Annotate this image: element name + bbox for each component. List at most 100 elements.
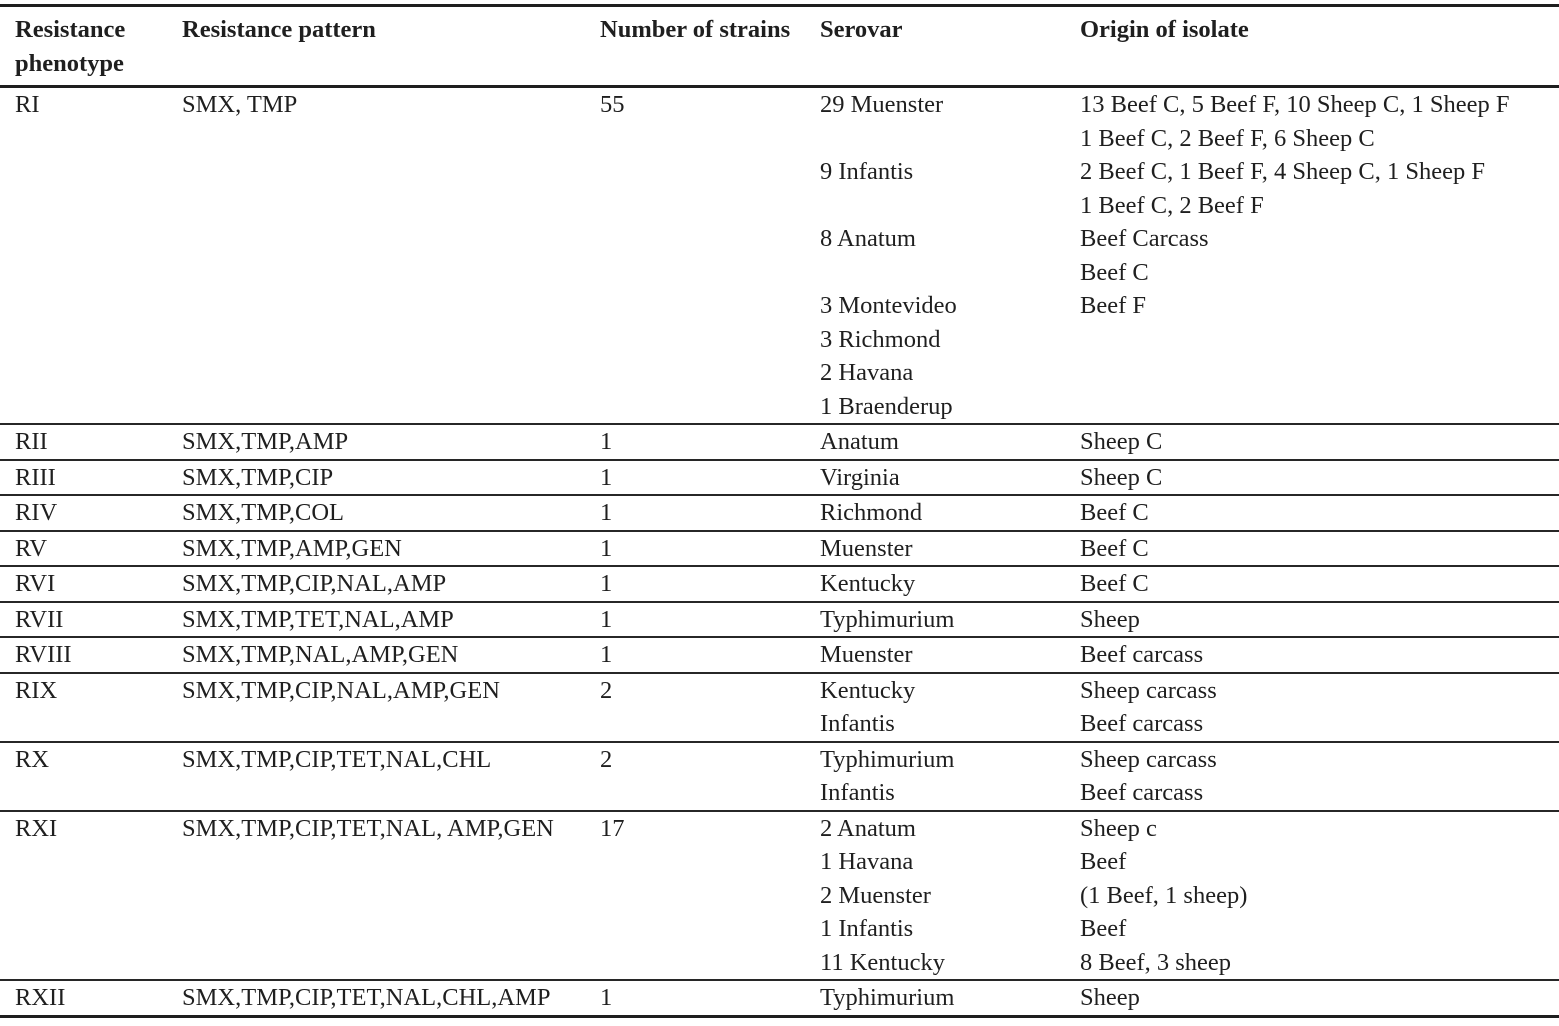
cell-line: RIX [15,676,58,704]
pattern-cell: SMX,TMP,CIP,TET,NAL, AMP,GEN [182,812,600,980]
phenotype-cell: RIV [15,496,182,530]
cell-line: 2 Havana [820,359,914,386]
cell-line: Beef carcass [1080,641,1204,668]
phenotype-cell: RI [15,88,182,423]
pattern-cell: SMX, TMP [182,88,600,423]
cell-line: SMX,TMP,AMP [182,428,349,455]
origin-cell: Sheep C [1080,461,1559,495]
table-row: RXI SMX,TMP,CIP,TET,NAL, AMP,GEN 17 2 Anatu… [0,809,1559,980]
cell-line: Beef [1080,848,1127,875]
cell-line: RX [15,745,50,773]
cell-line: SMX,TMP,TET,NAL,AMP [182,605,454,633]
cell-line: 1 [600,641,613,668]
cell-line: 2 Anatum [820,814,916,842]
phenotype-cell: RIX [15,674,182,741]
phenotype-cell: RII [15,425,182,459]
phenotype-cell: RVI [15,567,182,601]
cell-line: SMX,TMP,CIP,TET,NAL,CHL [182,745,492,773]
cell-line [1080,390,1559,424]
cell-line: 1 Braenderup [820,392,953,420]
table-body: RI SMX, TMP 55 29 Muenster 9 Infantis 8 Ana… [0,88,1559,1015]
cell-line: Sheep carcass [1080,676,1217,704]
cell-line: 2 Beef C, 1 Beef F, 4 Sheep C, 1 Sheep F [1080,158,1485,185]
cell-line: 55 [600,91,625,118]
cell-line: Beef F [1080,292,1146,319]
serovar-cell: Typhimurium Infantis [820,743,1080,810]
cell-line: Sheep [1080,984,1140,1011]
header-origin-of-isolate: Origin of isolate [1080,16,1249,43]
cell-line [820,122,1080,156]
cell-line: SMX,TMP,NAL,AMP,GEN [182,641,459,668]
strains-cell: 1 [600,425,820,459]
header-serovar: Serovar [820,16,903,43]
cell-line: Beef C [1080,499,1149,526]
strains-cell: 1 [600,496,820,530]
cell-line: RII [15,428,48,455]
origin-cell: Sheep [1080,981,1559,1015]
strains-cell: 1 [600,638,820,672]
serovar-cell: Muenster [820,532,1080,566]
serovar-cell: Kentucky Infantis [820,674,1080,741]
cell-line [1080,323,1559,357]
cell-line: 1 [600,605,613,633]
strains-cell: 1 [600,567,820,601]
cell-line: SMX,TMP,CIP,TET,NAL,CHL,AMP [182,984,551,1011]
cell-line [820,189,1080,223]
cell-line [1080,356,1559,390]
cell-line: Kentucky [820,676,916,704]
strains-cell: 55 [600,88,820,423]
pattern-cell: SMX,TMP,AMP,GEN [182,532,600,566]
serovar-cell: Muenster [820,638,1080,672]
cell-line: Typhimurium [820,745,955,773]
cell-line: RVIII [15,641,72,668]
cell-line: 1 Infantis [820,915,914,942]
header-number-of-strains: Number of strains [600,16,791,43]
origin-cell: Sheep C [1080,425,1559,459]
cell-line: 1 Beef C, 2 Beef F, 6 Sheep C [1080,124,1375,152]
cell-line: SMX,TMP,COL [182,499,345,526]
cell-line: (1 Beef, 1 sheep) [1080,881,1248,909]
table-row: RX SMX,TMP,CIP,TET,NAL,CHL 2 Typhimurium Inf… [0,740,1559,810]
header-resistance-pattern: Resistance pattern [182,16,376,43]
cell-line: Richmond [820,499,923,526]
phenotype-cell: RIII [15,461,182,495]
serovar-cell: 29 Muenster 9 Infantis 8 Anatum 3 Montev… [820,88,1080,423]
cell-line: RVI [15,570,56,597]
cell-line: 1 [600,428,613,455]
table-row: RII SMX,TMP,AMP 1 Anatum Sheep C [0,423,1559,459]
header-resistance-phenotype: Resistance phenotype [15,16,126,77]
serovar-cell: Typhimurium [820,603,1080,637]
cell-line: 8 Anatum [820,225,916,252]
pattern-cell: SMX,TMP,CIP [182,461,600,495]
cell-line: SMX,TMP,AMP,GEN [182,534,402,562]
serovar-cell: 2 Anatum 1 Havana 2 Muenster 1 Infantis 11 K… [820,812,1080,980]
pattern-cell: SMX,TMP,NAL,AMP,GEN [182,638,600,672]
table-row: RV SMX,TMP,AMP,GEN 1 Muenster Beef C [0,529,1559,566]
cell-line: Sheep C [1080,428,1163,455]
strains-cell: 2 [600,674,820,741]
table-row: RXII SMX,TMP,CIP,TET,NAL,CHL,AMP 1 Typhimur… [0,979,1559,1015]
cell-line: SMX,TMP,CIP,TET,NAL, AMP,GEN [182,814,554,842]
strains-cell: 2 [600,743,820,810]
pattern-cell: SMX,TMP,TET,NAL,AMP [182,603,600,637]
cell-line: 29 Muenster [820,91,944,118]
phenotype-cell: RVIII [15,638,182,672]
cell-line: Infantis [820,779,895,806]
cell-line: Sheep c [1080,814,1157,842]
pattern-cell: SMX,TMP,AMP [182,425,600,459]
cell-line: 1 [600,463,613,491]
strains-cell: 1 [600,461,820,495]
serovar-cell: Kentucky [820,567,1080,601]
cell-line: RXII [15,984,66,1011]
cell-line: 13 Beef C, 5 Beef F, 10 Sheep C, 1 Sheep… [1080,91,1510,118]
strains-cell: 1 [600,981,820,1015]
cell-line: 3 Montevideo [820,292,957,319]
cell-line: RV [15,534,48,562]
table-header-row: Resistance phenotype Resistance pattern … [0,7,1559,88]
cell-line: Beef C [1080,534,1149,562]
pattern-cell: SMX,TMP,CIP,TET,NAL,CHL,AMP [182,981,600,1015]
cell-line: RIII [15,463,56,491]
cell-line: 2 [600,745,613,773]
pattern-cell: SMX,TMP,CIP,TET,NAL,CHL [182,743,600,810]
pattern-cell: SMX,TMP,CIP,NAL,AMP,GEN [182,674,600,741]
